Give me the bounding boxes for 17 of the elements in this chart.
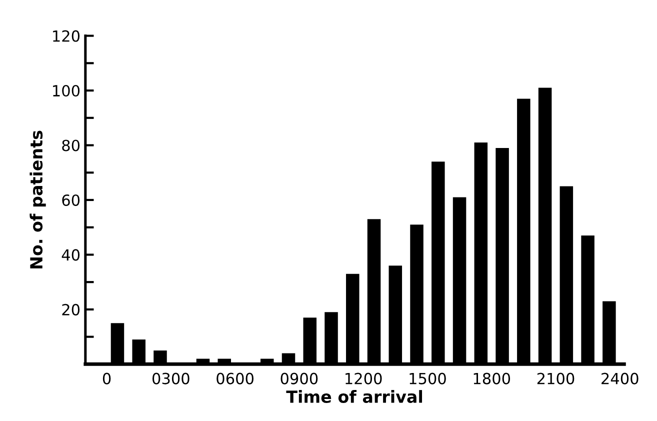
x-tick-label: 1500 (410, 372, 446, 384)
y-tick-label: 100 (53, 84, 80, 97)
y-tick-label: 120 (53, 30, 80, 42)
x-tick-label: 0900 (280, 372, 318, 384)
y-tick-label: 20 (62, 304, 80, 316)
y-tick-label: 80 (62, 140, 80, 152)
x-axis-title: Time of arrival (286, 390, 422, 403)
x-tick-label: 1200 (346, 372, 382, 384)
y-axis-title: No. of patients (30, 130, 46, 268)
y-tick-label: 60 (62, 194, 80, 206)
x-tick-label: 0 (102, 372, 111, 384)
x-tick-label: 2100 (537, 372, 574, 384)
x-tick-label: 2400 (602, 372, 638, 384)
x-tick-label: 0600 (216, 372, 254, 384)
y-tick-label: 40 (62, 249, 80, 261)
x-tick-label: 0300 (152, 372, 190, 384)
x-tick-label: 1800 (474, 372, 510, 384)
